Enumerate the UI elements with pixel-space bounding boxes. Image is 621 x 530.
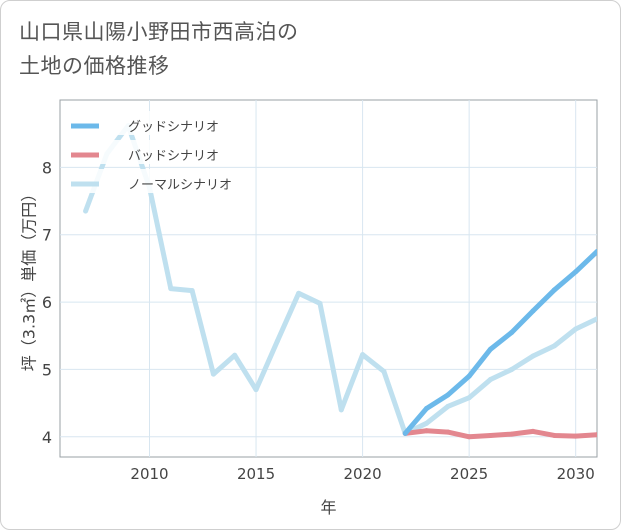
series-1 bbox=[402, 249, 597, 436]
data-point bbox=[402, 430, 408, 436]
data-point bbox=[317, 300, 323, 306]
data-point bbox=[466, 373, 472, 379]
series-3 bbox=[83, 123, 597, 436]
series-line bbox=[404, 428, 597, 440]
series-2 bbox=[402, 428, 597, 440]
data-point bbox=[445, 392, 451, 398]
data-point bbox=[551, 432, 557, 438]
legend-item: バッドシナリオ bbox=[63, 140, 241, 164]
axis-ticks: 2010 2015 2020 2025 2030 4 5 6 7 8 bbox=[42, 158, 595, 483]
x-tick-label: 2015 bbox=[237, 465, 275, 483]
data-point bbox=[232, 352, 238, 358]
data-point bbox=[487, 377, 493, 383]
x-axis-label: 年 bbox=[320, 498, 336, 517]
x-tick-label: 2010 bbox=[130, 465, 168, 483]
data-point bbox=[530, 308, 536, 314]
data-point bbox=[253, 387, 259, 393]
data-point bbox=[594, 249, 597, 255]
data-point bbox=[424, 420, 430, 426]
y-tick-label: 7 bbox=[42, 226, 52, 245]
data-point bbox=[424, 406, 430, 412]
y-axis-label: 坪（3.3㎡）単価（万円） bbox=[20, 186, 39, 371]
data-point bbox=[466, 395, 472, 401]
data-point bbox=[594, 316, 597, 322]
chart-title: 山口県山陽小野田市西高泊の 土地の価格推移 bbox=[19, 15, 299, 83]
data-point bbox=[296, 290, 302, 296]
data-point bbox=[551, 343, 557, 349]
data-point bbox=[487, 432, 493, 438]
legend-item: グッドシナリオ bbox=[63, 111, 241, 135]
x-tick-label: 2020 bbox=[344, 465, 382, 483]
data-point bbox=[189, 288, 195, 294]
legend-label: グッドシナリオ bbox=[128, 120, 219, 135]
data-point bbox=[509, 366, 515, 372]
series-line bbox=[403, 249, 597, 436]
legend-item-bg bbox=[63, 169, 241, 193]
data-point bbox=[573, 269, 579, 275]
legend-label: ノーマルシナリオ bbox=[128, 178, 232, 193]
data-point bbox=[487, 346, 493, 352]
chart-title-line-1: 山口県山陽小野田市西高泊の bbox=[19, 20, 299, 44]
data-point bbox=[509, 329, 515, 335]
data-point bbox=[360, 352, 366, 358]
x-tick-label: 2030 bbox=[557, 465, 595, 483]
legend-item-bg bbox=[63, 111, 241, 135]
data-point bbox=[338, 407, 344, 413]
data-point bbox=[83, 208, 89, 214]
data-point bbox=[445, 403, 451, 409]
data-point bbox=[594, 432, 597, 438]
data-point bbox=[424, 428, 430, 434]
data-point bbox=[168, 286, 174, 292]
data-point bbox=[509, 431, 515, 437]
y-tick-label: 4 bbox=[42, 428, 52, 447]
chart-title-line-2: 土地の価格推移 bbox=[19, 54, 170, 78]
series-layer bbox=[83, 123, 597, 440]
data-point bbox=[530, 353, 536, 359]
legend-label: バッドシナリオ bbox=[128, 149, 219, 164]
data-point bbox=[573, 326, 579, 332]
data-point bbox=[466, 434, 472, 440]
data-point bbox=[445, 429, 451, 435]
data-point bbox=[210, 371, 216, 377]
y-tick-label: 8 bbox=[42, 158, 52, 177]
data-point bbox=[274, 338, 280, 344]
data-point bbox=[530, 428, 536, 434]
legend-item: ノーマルシナリオ bbox=[63, 169, 241, 193]
y-tick-label: 5 bbox=[42, 360, 52, 379]
y-tick-label: 6 bbox=[42, 293, 52, 312]
data-point bbox=[381, 368, 387, 374]
data-point bbox=[573, 433, 579, 439]
data-point bbox=[551, 287, 557, 293]
x-tick-label: 2025 bbox=[450, 465, 488, 483]
legend-item-bg bbox=[63, 140, 241, 164]
